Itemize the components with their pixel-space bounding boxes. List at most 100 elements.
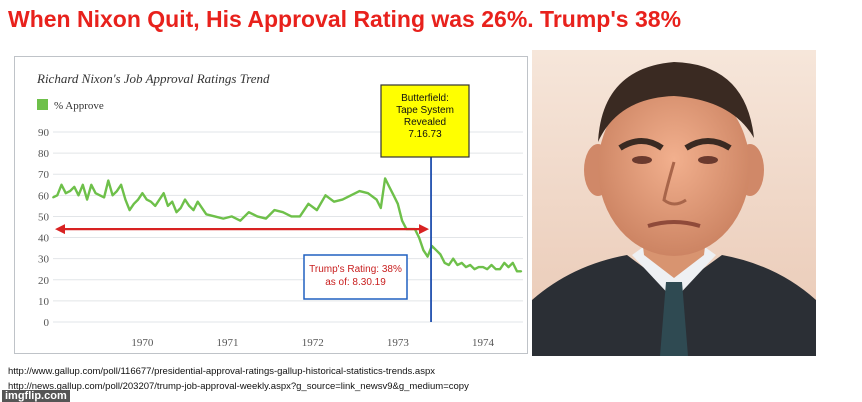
data-point	[367, 192, 369, 195]
data-point	[98, 194, 101, 197]
data-point	[64, 192, 67, 195]
data-point	[290, 215, 293, 218]
callout-box-butterfield	[380, 84, 470, 158]
data-point	[132, 202, 135, 205]
data-point	[341, 198, 344, 201]
x-tick-label: 1970	[131, 337, 154, 349]
data-point	[418, 236, 421, 239]
data-point	[452, 257, 455, 260]
data-point	[264, 217, 267, 220]
data-point	[473, 268, 476, 271]
data-point	[247, 211, 250, 214]
source-link-1[interactable]: http://www.gallup.com/poll/116677/presid…	[8, 366, 435, 377]
arrow-head-left	[55, 224, 65, 235]
data-point	[469, 264, 472, 266]
data-point	[107, 179, 110, 182]
y-tick-label: 20	[38, 275, 50, 287]
data-point	[213, 215, 216, 218]
source-link-2[interactable]: http://news.gallup.com/poll/203207/trump…	[8, 381, 469, 392]
data-point	[90, 183, 93, 186]
data-point	[422, 249, 425, 252]
series-line-approve	[52, 177, 522, 273]
data-point	[392, 194, 395, 197]
data-point	[184, 198, 186, 201]
data-point	[443, 261, 446, 264]
data-point	[150, 200, 152, 203]
data-point	[299, 215, 301, 218]
data-point	[307, 202, 310, 205]
data-point	[465, 266, 467, 269]
approval-chart: Richard Nixon's Job Approval Ratings Tre…	[36, 71, 523, 349]
data-point	[379, 207, 382, 209]
data-point	[316, 209, 318, 212]
chart-title: Richard Nixon's Job Approval Ratings Tre…	[36, 71, 270, 86]
callout-text-butterfield: 7.16.73	[408, 129, 442, 140]
data-point	[94, 192, 97, 195]
data-point	[486, 268, 489, 271]
data-point	[120, 183, 123, 186]
data-point	[448, 264, 450, 266]
data-point	[205, 213, 208, 216]
data-point	[188, 204, 191, 207]
data-point	[281, 211, 284, 214]
data-point	[115, 190, 118, 193]
y-tick-label: 90	[38, 127, 50, 139]
y-tick-label: 60	[38, 190, 50, 202]
x-tick-label: 1971	[217, 337, 239, 349]
y-tick-label: 0	[44, 317, 50, 329]
data-point	[350, 194, 352, 197]
data-point	[171, 200, 174, 203]
data-point	[60, 183, 63, 186]
chart-panel: Richard Nixon's Job Approval Ratings Tre…	[14, 56, 528, 354]
x-tick-label: 1972	[302, 337, 324, 349]
legend-swatch	[37, 99, 48, 110]
data-point	[477, 266, 480, 269]
data-point	[507, 266, 510, 269]
trump-rating-box	[303, 254, 408, 300]
y-tick-label: 70	[38, 169, 50, 181]
data-point	[175, 211, 178, 214]
data-point	[273, 209, 276, 212]
data-point	[56, 194, 59, 197]
data-point	[77, 194, 80, 197]
y-tick-label: 50	[38, 211, 50, 223]
data-point	[111, 194, 114, 197]
y-tick-label: 80	[38, 148, 50, 160]
arrow-head-right	[419, 224, 430, 235]
data-point	[179, 207, 182, 209]
data-point	[230, 215, 233, 218]
data-point	[358, 190, 361, 193]
data-point	[494, 268, 497, 271]
x-tick-label: 1973	[387, 337, 410, 349]
data-point	[439, 253, 442, 256]
data-point	[239, 219, 242, 222]
data-point	[69, 190, 71, 193]
data-point	[128, 209, 131, 212]
callout-text-butterfield: Revealed	[404, 117, 446, 128]
y-tick-label: 10	[38, 296, 50, 308]
data-point	[222, 217, 225, 220]
data-point	[137, 198, 140, 201]
data-point	[333, 200, 335, 203]
x-tick-label: 1974	[472, 337, 495, 349]
data-point	[396, 202, 399, 205]
watermark: imgflip.com	[2, 390, 70, 402]
data-point	[103, 196, 105, 199]
data-point	[401, 219, 403, 222]
data-point	[196, 200, 199, 203]
data-point	[73, 185, 76, 188]
data-point	[435, 249, 438, 252]
portrait-photo	[532, 50, 816, 356]
data-point	[384, 177, 386, 180]
trump-rating-text: as of: 8.30.19	[325, 277, 386, 288]
data-point	[460, 261, 463, 264]
data-point	[162, 192, 165, 195]
data-point	[516, 270, 518, 273]
data-point	[81, 183, 84, 186]
data-point	[388, 185, 391, 188]
data-point	[456, 264, 459, 266]
data-point	[167, 204, 169, 207]
data-point	[511, 261, 514, 264]
data-point	[145, 198, 148, 201]
callout-text-butterfield: Butterfield:	[401, 93, 449, 104]
